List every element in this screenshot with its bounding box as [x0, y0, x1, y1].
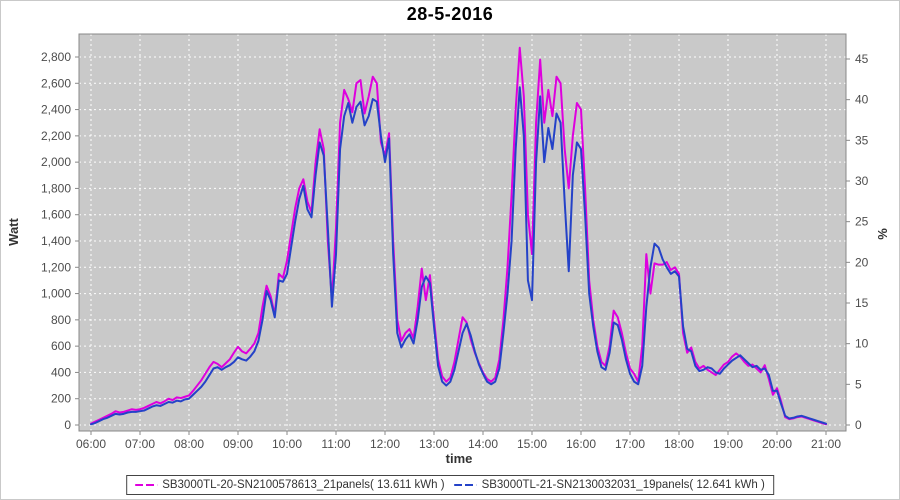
bottom-tick-label: 19:00	[713, 437, 743, 451]
left-tick-label: 1,800	[41, 181, 71, 195]
bottom-tick-label: 10:00	[272, 437, 302, 451]
bottom-tick-label: 07:00	[125, 437, 155, 451]
series-b-line	[90, 86, 827, 426]
series-a-line-swatch	[135, 483, 158, 487]
bottom-tick-label: 20:00	[762, 437, 792, 451]
bottom-tick-label: 18:00	[664, 437, 694, 451]
legend-label-series-a: SB3000TL-20-SN2100578613_21panels( 13.61…	[162, 479, 445, 491]
left-tick-label: 400	[51, 365, 71, 379]
right-tick-label: 0	[855, 418, 862, 432]
right-tick-label: 30	[855, 174, 869, 188]
plot-border	[78, 33, 847, 432]
bottom-tick-label: 16:00	[566, 437, 596, 451]
left-tick-label: 1,200	[41, 260, 71, 274]
left-tick-label: 0	[64, 418, 71, 432]
left-tick-label: 2,800	[41, 50, 71, 64]
chart-title: 28-5-2016	[406, 4, 494, 24]
legend-label-series-b: SB3000TL-21-SN2130032031_19panels( 12.64…	[481, 479, 765, 491]
left-tick-label: 2,400	[41, 103, 71, 117]
right-tick-label: 15	[855, 296, 869, 310]
y-axis-right-title: %	[875, 228, 890, 240]
right-tick-label: 40	[855, 93, 869, 107]
right-tick-label: 45	[855, 52, 869, 66]
left-tick-label: 2,600	[41, 76, 71, 90]
series-b-line-swatch	[454, 483, 477, 487]
right-tick-label: 35	[855, 133, 869, 147]
legend: SB3000TL-20-SN2100578613_21panels( 13.61…	[126, 475, 774, 495]
bottom-tick-label: 17:00	[615, 437, 645, 451]
plot-generated-layer: 02004006008001,0001,2001,4001,6001,8002,…	[41, 33, 869, 451]
series-a-line	[90, 46, 827, 426]
left-tick-label: 1,600	[41, 208, 71, 222]
bottom-tick-label: 13:00	[419, 437, 449, 451]
left-tick-label: 200	[51, 392, 71, 406]
legend-item-series-a: SB3000TL-20-SN2100578613_21panels( 13.61…	[135, 479, 445, 491]
y-axis-left-title: Watt	[6, 217, 21, 245]
right-tick-label: 20	[855, 255, 869, 269]
left-tick-label: 600	[51, 339, 71, 353]
right-tick-label: 10	[855, 337, 869, 351]
left-tick-label: 1,400	[41, 234, 71, 248]
bottom-tick-label: 15:00	[517, 437, 547, 451]
left-tick-label: 1,000	[41, 287, 71, 301]
left-tick-label: 800	[51, 313, 71, 327]
bottom-tick-label: 11:00	[321, 437, 350, 451]
bottom-tick-label: 12:00	[370, 437, 400, 451]
bottom-tick-label: 08:00	[174, 437, 204, 451]
bottom-tick-label: 14:00	[468, 437, 498, 451]
bottom-tick-label: 09:00	[223, 437, 253, 451]
bottom-tick-label: 06:00	[76, 437, 106, 451]
left-tick-label: 2,200	[41, 129, 71, 143]
bottom-tick-label: 21:00	[811, 437, 841, 451]
legend-item-series-b: SB3000TL-21-SN2130032031_19panels( 12.64…	[454, 479, 765, 491]
plot-background	[78, 33, 847, 432]
right-tick-label: 25	[855, 215, 869, 229]
left-tick-label: 2,000	[41, 155, 71, 169]
right-tick-label: 5	[855, 377, 862, 391]
x-axis-title: time	[446, 451, 473, 466]
